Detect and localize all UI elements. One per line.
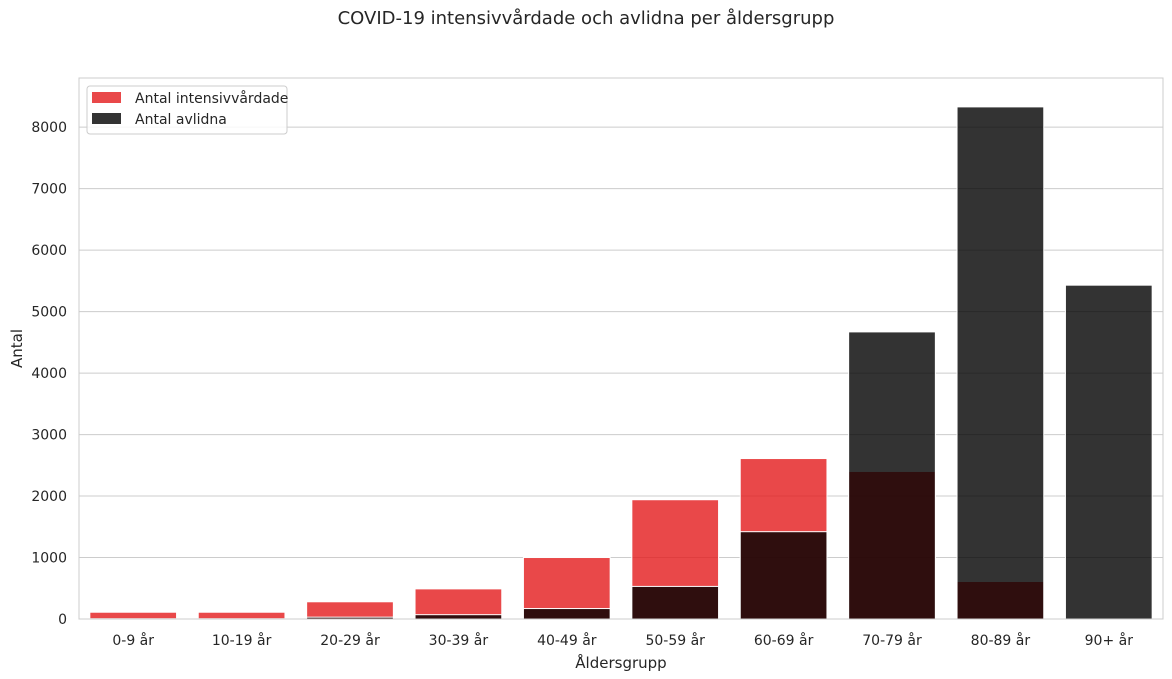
bar <box>89 611 178 620</box>
y-tick-label: 6000 <box>31 243 67 259</box>
chart-title: COVID-19 intensivvårdade och avlidna per… <box>337 8 835 29</box>
y-tick-label: 5000 <box>31 305 67 321</box>
bars-layer <box>89 106 1153 620</box>
x-tick-label: 50-59 år <box>645 632 705 649</box>
ticks-layer: 0 1000 2000 3000 4000 5000 6000 7000 8000 0-9 år 1… <box>31 120 1133 649</box>
legend-label-intensive-care: Antal intensivvårdade <box>135 90 288 107</box>
y-tick-label: 7000 <box>31 182 67 198</box>
bar <box>631 585 720 620</box>
y-tick-label: 8000 <box>31 120 67 136</box>
y-tick-label: 0 <box>58 612 67 628</box>
y-axis-label: Antal <box>8 329 26 368</box>
axes-frame <box>78 77 1164 620</box>
bar <box>739 531 828 620</box>
y-tick-label: 3000 <box>31 428 67 444</box>
x-tick-label: 70-79 år <box>862 632 922 649</box>
bar <box>414 614 503 620</box>
x-tick-label: 40-49 år <box>537 632 597 649</box>
bar <box>956 106 1045 620</box>
y-tick-label: 1000 <box>31 551 67 567</box>
x-axis-label: Åldersgrupp <box>575 653 666 672</box>
x-tick-label: 10-19 år <box>212 632 272 649</box>
bar <box>1064 284 1153 620</box>
bar <box>414 588 503 620</box>
legend-swatch-deaths <box>92 113 121 124</box>
x-tick-label: 20-29 år <box>320 632 380 649</box>
x-tick-label: 80-89 år <box>971 632 1031 649</box>
bar <box>197 611 286 620</box>
bar <box>306 601 394 620</box>
series-1 <box>89 106 1153 620</box>
legend-label-deaths: Antal avlidna <box>135 112 227 128</box>
y-tick-label: 2000 <box>31 489 67 505</box>
bar <box>848 331 936 620</box>
bar <box>522 608 611 620</box>
x-tick-label: 30-39 år <box>429 632 489 649</box>
legend: Antal intensivvårdade Antal avlidna <box>86 85 288 135</box>
x-tick-label: 0-9 år <box>112 632 154 649</box>
legend-frame <box>86 85 288 135</box>
y-tick-label: 4000 <box>31 366 67 382</box>
legend-swatch-intensive-care <box>92 92 121 103</box>
x-tick-label: 60-69 år <box>754 632 814 649</box>
x-tick-label: 90+ år <box>1085 632 1134 649</box>
